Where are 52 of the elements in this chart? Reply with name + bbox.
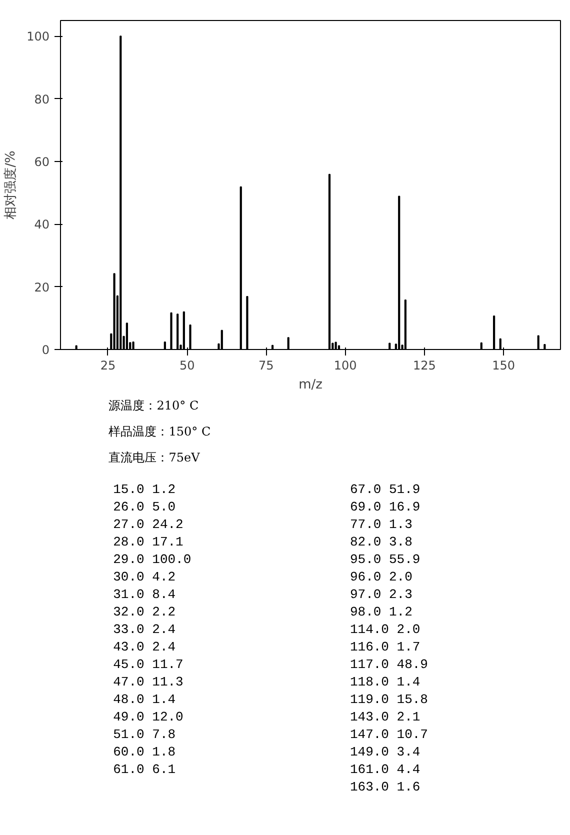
text: 161.0 4.4 xyxy=(350,762,420,777)
text: 97.0 2.3 xyxy=(350,587,412,602)
text: 49.0 12.0 xyxy=(113,710,184,724)
text: 116.0 1.7 xyxy=(350,640,420,654)
y-axis-title: 相对强度/% xyxy=(2,150,19,220)
text: 95.0 55.9 xyxy=(350,552,420,567)
y-tick-label: 20 xyxy=(34,280,50,294)
text: 33.0 2.4 xyxy=(113,622,176,637)
text: 117.0 48.9 xyxy=(350,657,428,672)
text: 27.0 24.2 xyxy=(113,517,184,532)
text: 32.0 2.2 xyxy=(113,604,176,620)
y-tick-label: 80 xyxy=(34,92,50,106)
y-tick-label: 0 xyxy=(42,343,50,357)
text: 直流电压：75eV xyxy=(108,450,200,464)
text: 样品温度：150° C xyxy=(108,424,211,438)
text: 118.0 1.4 xyxy=(350,674,420,690)
text: 30.0 4.2 xyxy=(113,570,176,584)
x-tick-label: 25 xyxy=(100,358,116,372)
text: 147.0 10.7 xyxy=(350,727,428,742)
x-axis-title: m/z xyxy=(298,378,323,392)
text: 77.0 1.3 xyxy=(350,517,412,532)
text: 43.0 2.4 xyxy=(113,640,176,654)
text: 15.0 1.2 xyxy=(113,482,176,497)
text: 114.0 2.0 xyxy=(350,622,420,637)
x-tick-label: 125 xyxy=(412,358,436,372)
y-tick-label: 60 xyxy=(34,155,50,169)
text: 67.0 51.9 xyxy=(350,482,420,497)
text: 82.0 3.8 xyxy=(350,534,412,550)
text: 28.0 17.1 xyxy=(113,534,184,550)
text: 60.0 1.8 xyxy=(113,744,176,760)
x-tick-label: 50 xyxy=(179,358,195,372)
x-tick-label: 75 xyxy=(258,358,274,372)
text: 29.0 100.0 xyxy=(113,552,192,567)
text: 96.0 2.0 xyxy=(350,570,412,584)
text: 143.0 2.1 xyxy=(350,710,420,724)
text: 69.0 16.9 xyxy=(350,500,420,514)
text: 48.0 1.4 xyxy=(113,692,176,707)
y-tick-label: 100 xyxy=(26,30,50,44)
text: 98.0 1.2 xyxy=(350,604,412,620)
x-tick-label: 100 xyxy=(334,358,357,372)
text: 149.0 3.4 xyxy=(350,744,420,760)
text: 51.0 7.8 xyxy=(113,727,176,742)
text: 源温度：210° C xyxy=(108,398,199,412)
text: 61.0 6.1 xyxy=(113,762,176,777)
text: 119.0 15.8 xyxy=(350,692,428,707)
text: 26.0 5.0 xyxy=(113,500,176,514)
x-tick-label: 150 xyxy=(492,358,515,372)
text: 45.0 11.7 xyxy=(113,657,184,672)
text: 47.0 11.3 xyxy=(113,674,184,690)
text: 163.0 1.6 xyxy=(350,780,420,794)
y-tick-label: 40 xyxy=(34,218,50,232)
text: 31.0 8.4 xyxy=(113,587,176,602)
